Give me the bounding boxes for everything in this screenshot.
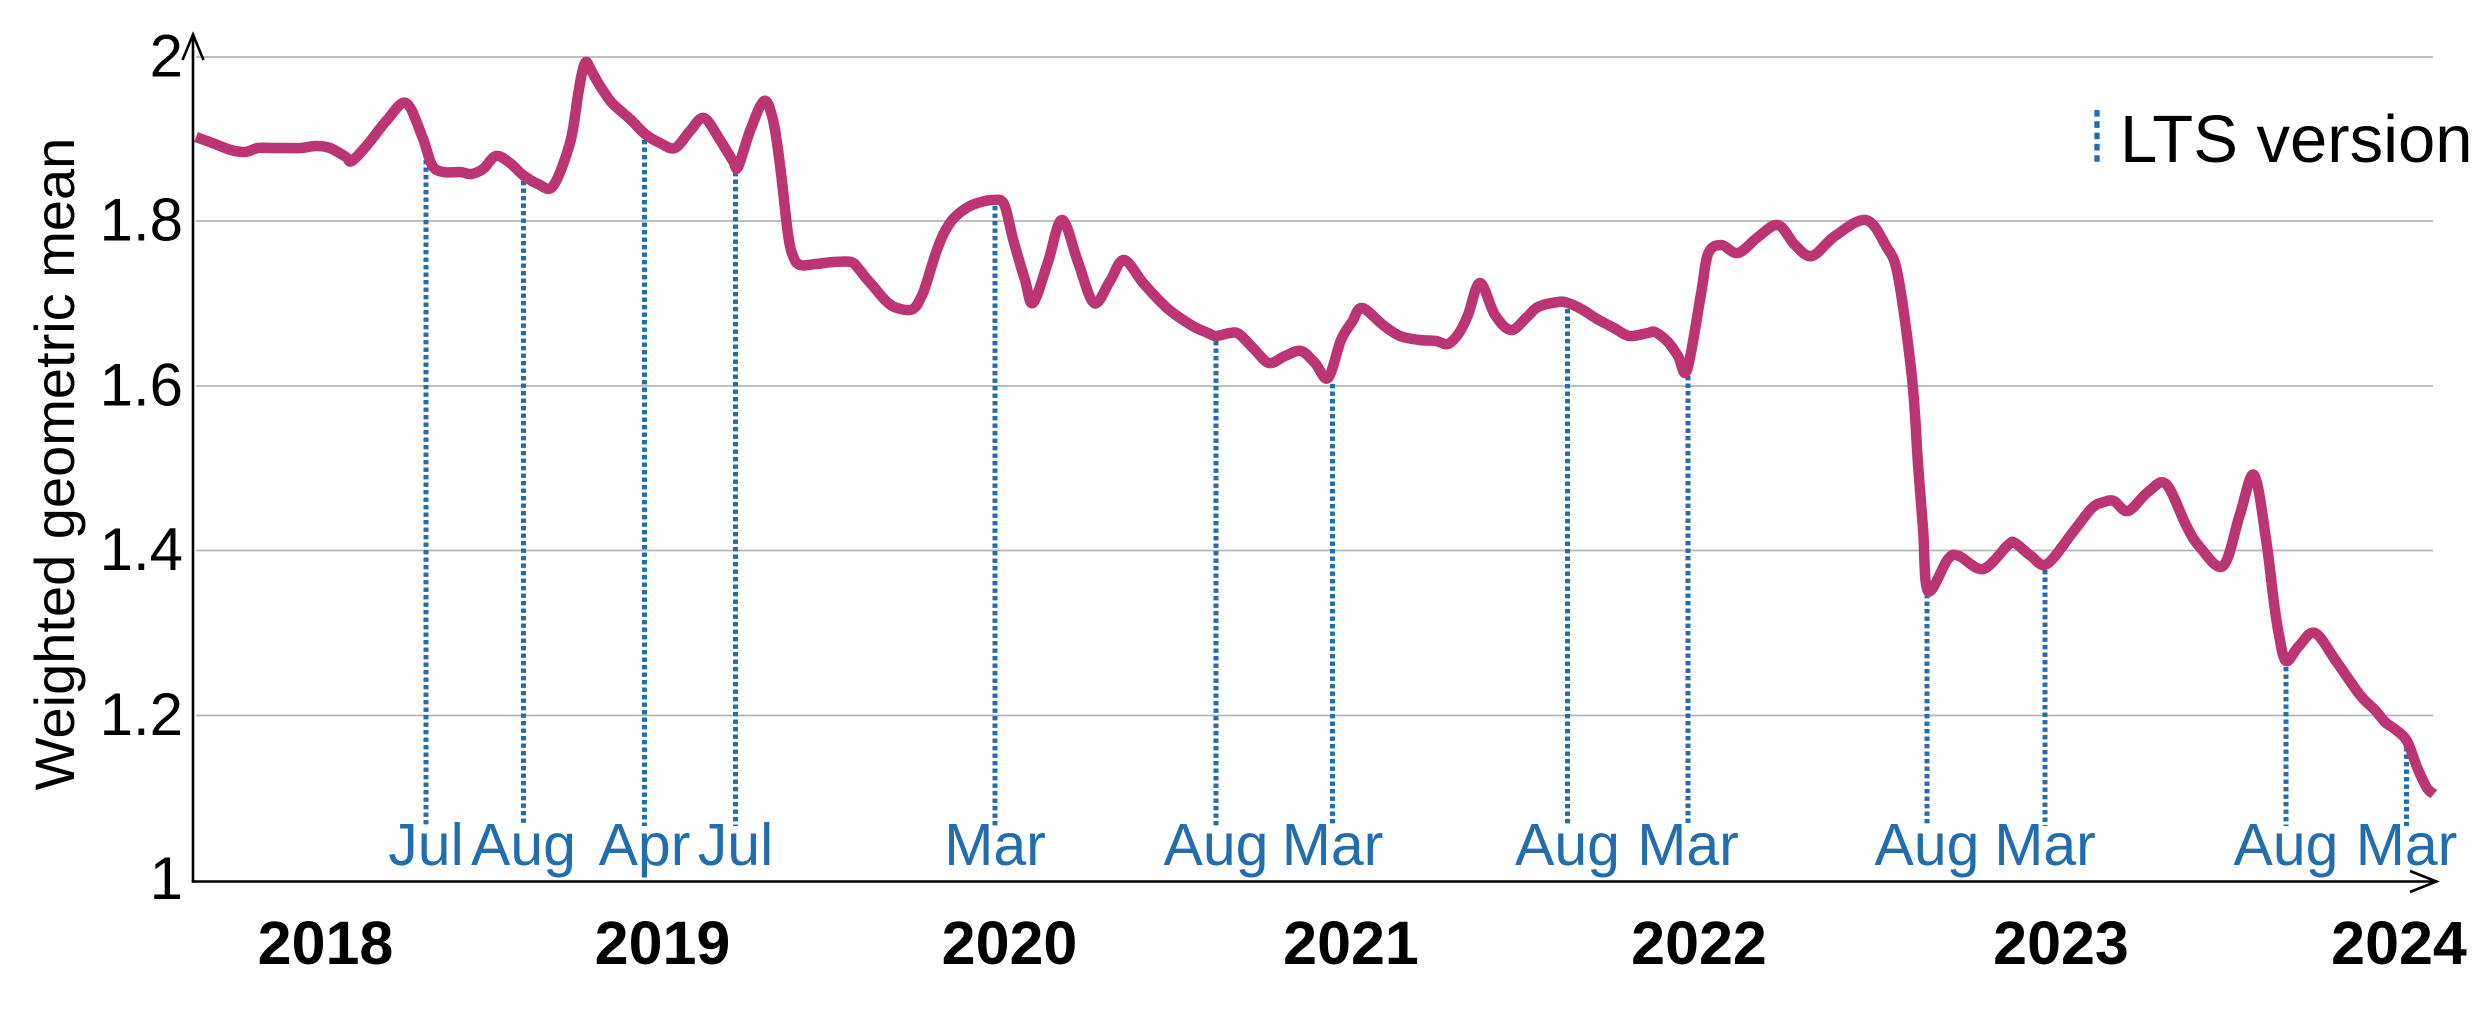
svg-text:Apr: Apr <box>599 812 691 878</box>
svg-text:2022: 2022 <box>1631 909 1767 977</box>
svg-text:1: 1 <box>150 845 183 912</box>
svg-text:Aug: Aug <box>1515 812 1620 878</box>
svg-text:Jul: Jul <box>698 812 773 878</box>
svg-text:Mar: Mar <box>1637 812 1739 878</box>
svg-text:1.2: 1.2 <box>100 681 183 748</box>
svg-text:Jul: Jul <box>388 812 463 878</box>
svg-text:Aug: Aug <box>1875 812 1980 878</box>
svg-text:1.8: 1.8 <box>100 187 183 254</box>
svg-text:LTS version: LTS version <box>2120 102 2473 177</box>
svg-text:Weighted geometric mean: Weighted geometric mean <box>23 138 86 791</box>
svg-text:Aug: Aug <box>1164 812 1269 878</box>
svg-text:2024: 2024 <box>2331 909 2467 977</box>
svg-text:Mar: Mar <box>2356 812 2458 878</box>
svg-text:2020: 2020 <box>942 909 1078 977</box>
svg-text:2: 2 <box>150 23 183 90</box>
svg-text:Mar: Mar <box>1994 812 2096 878</box>
svg-text:2023: 2023 <box>1993 909 2129 977</box>
svg-text:2019: 2019 <box>595 909 731 977</box>
svg-text:1.4: 1.4 <box>100 516 183 583</box>
svg-text:Mar: Mar <box>1282 812 1384 878</box>
svg-text:Aug: Aug <box>2234 812 2339 878</box>
svg-text:2018: 2018 <box>258 909 394 977</box>
svg-text:1.6: 1.6 <box>100 352 183 419</box>
svg-text:Mar: Mar <box>944 812 1046 878</box>
svg-text:2021: 2021 <box>1283 909 1419 977</box>
svg-text:Aug: Aug <box>471 812 576 878</box>
